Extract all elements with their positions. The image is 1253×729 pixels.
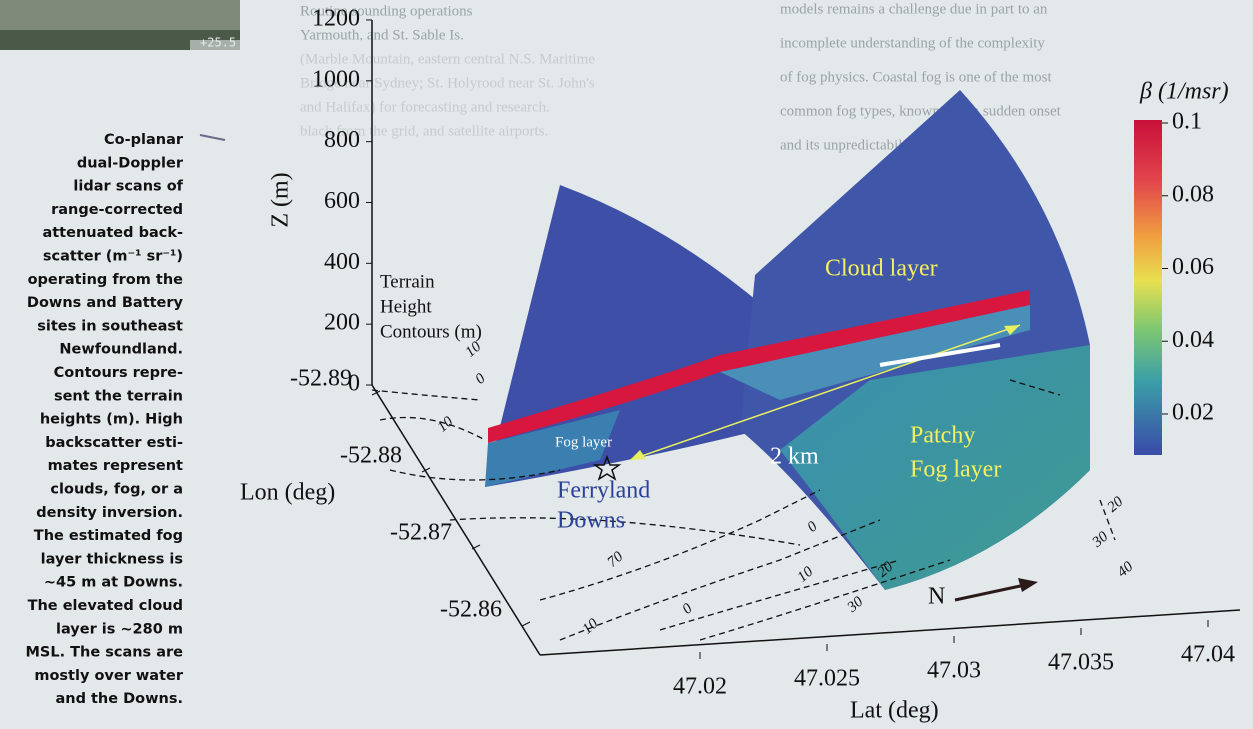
caption-line: layer thickness is (41, 551, 183, 567)
caption-line: scatter (m⁻¹ sr⁻¹) (43, 249, 183, 265)
z-axis-label: Z (m) (268, 172, 294, 227)
contour-label: 30 (1089, 528, 1112, 551)
colorbar-tick-label: 0.04 (1172, 327, 1214, 353)
terrain-label: Contours (m) (380, 321, 482, 342)
lon-tick-label: -52.89 (290, 366, 352, 392)
caption-line: lidar scans of (73, 179, 183, 195)
colorbar-tick-label: 0.08 (1172, 181, 1214, 207)
background-line: incomplete understanding of the complexi… (780, 35, 1045, 51)
terrain-label: Height (380, 296, 432, 317)
colorbar-label: β (1/msr) (1139, 79, 1229, 105)
north-arrow (955, 585, 1025, 600)
caption-line: operating from the (28, 272, 184, 288)
z-tick-label: 1200 (312, 5, 360, 31)
caption-line: The elevated cloud (28, 598, 183, 614)
caption-line: Downs and Battery (27, 295, 184, 311)
z-tick-label: 800 (324, 127, 360, 153)
lat-tick-label: 47.03 (927, 658, 981, 684)
contour-label: 30 (844, 593, 867, 616)
lon-axis-label: Lon (deg) (240, 480, 335, 506)
colorbar-tick-label: 0.1 (1172, 109, 1202, 135)
contour-label: 0 (679, 600, 695, 617)
contour-label: 40 (1114, 558, 1136, 580)
patchy-label: Fog layer (910, 457, 1001, 483)
caption-line: layer is ~280 m (56, 621, 183, 637)
north-arrowhead (1018, 578, 1038, 592)
caption-line: Newfoundland. (59, 342, 183, 358)
distance-label: 2 km (770, 444, 819, 470)
figure: +25.5 Routine sounding operationsYarmout… (0, 0, 1253, 729)
colorbar-tick-label: 0.02 (1172, 400, 1214, 426)
caption-line: and the Downs. (55, 691, 183, 707)
background-line: of fog physics. Coastal fog is one of th… (780, 69, 1052, 85)
contour-label: 70 (604, 548, 626, 570)
contour-label: 20 (1104, 493, 1126, 515)
contour-label: 10 (794, 563, 816, 585)
fog-label: Fog layer (555, 434, 612, 450)
caption-line: sites in southeast (37, 318, 183, 334)
lon-tick-label: -52.88 (340, 443, 402, 469)
caption-line: mostly over water (34, 668, 183, 684)
page: +25.5 Routine sounding operationsYarmout… (0, 0, 1253, 729)
contour-label: 0 (804, 518, 820, 535)
colorbar-ticks: 0.02 0.04 0.06 0.08 0.1 (1162, 109, 1214, 426)
contour-label: 10 (579, 615, 601, 637)
caption-line: Co-planar (104, 132, 184, 148)
z-tick-label: 200 (324, 310, 360, 336)
caption-line: MSL. The scans are (25, 645, 183, 661)
lat-tick-label: 47.025 (794, 666, 860, 692)
caption-line: Contours repre- (54, 365, 183, 381)
caption-line: backscatter esti- (45, 435, 183, 451)
z-tick-label: 600 (324, 188, 360, 214)
caption-line: density inversion. (36, 505, 183, 521)
caption-line: range-corrected (51, 202, 183, 218)
north-label: N (928, 584, 945, 610)
colorbar-tick-label: 0.06 (1172, 254, 1214, 280)
background-line: models remains a challenge due in part t… (780, 1, 1048, 17)
caption-line: clouds, fog, or a (50, 482, 183, 498)
lat-tick-label: 47.035 (1048, 650, 1114, 676)
caption: Co-planar dual-Doppler lidar scans of range… (25, 132, 183, 707)
lat-axis-label: Lat (deg) (850, 698, 939, 724)
caption-line: mates represent (48, 458, 183, 474)
lat-tick-label: 47.02 (673, 674, 727, 700)
lon-tick-label: -52.86 (440, 597, 502, 623)
z-tick-label: 400 (324, 249, 360, 275)
lon-tick (522, 622, 530, 626)
patchy-label: Patchy (910, 423, 975, 449)
lon-tick-label: -52.87 (390, 520, 452, 546)
terrain-label: Terrain (380, 271, 435, 292)
inset-sky (0, 0, 240, 30)
caption-line: heights (m). High (40, 412, 183, 428)
caption-line: attenuated back- (42, 225, 183, 241)
caption-line: The estimated fog (34, 528, 183, 544)
z-tick-label: 1000 (312, 66, 360, 92)
colorbar (1134, 120, 1162, 455)
background-line: common fog types, known for its sudden o… (780, 103, 1062, 119)
contour-label: 10 (434, 413, 456, 435)
caption-line: sent the terrain (54, 388, 183, 404)
lat-axis (540, 610, 1240, 655)
lat-tick-label: 47.04 (1181, 642, 1235, 668)
caption-line: ~45 m at Downs. (44, 575, 183, 591)
caption-line: dual-Doppler (77, 155, 184, 171)
site-label: Downs (557, 508, 625, 534)
cloud-label: Cloud layer (825, 256, 938, 282)
site-label: Ferryland (557, 478, 650, 504)
